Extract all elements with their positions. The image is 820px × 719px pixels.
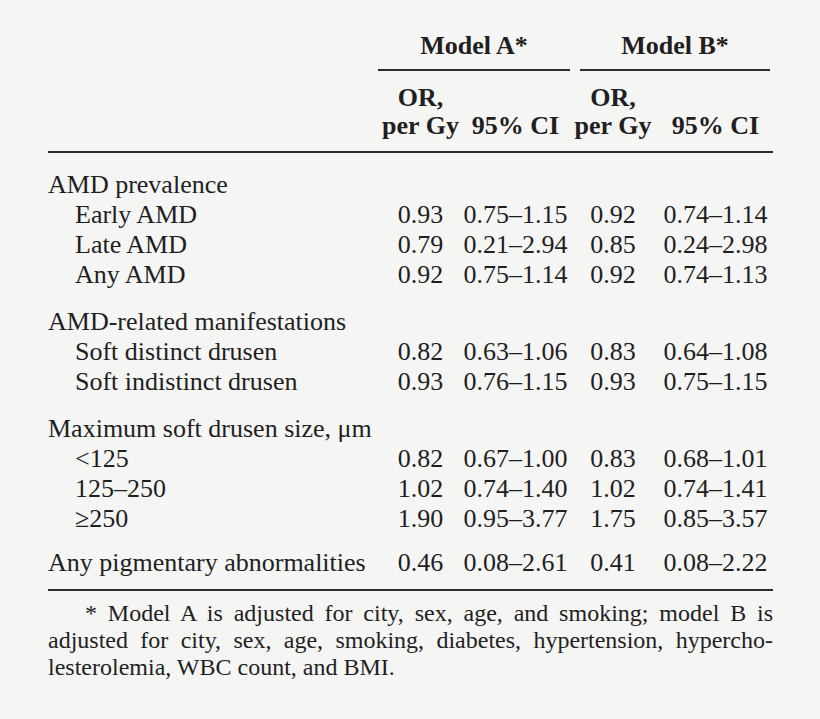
cell-model-b-or: 1.75 xyxy=(568,504,658,534)
column-header-ci-a: 95% CI xyxy=(463,112,568,140)
column-header-ci-b: 95% CI xyxy=(658,112,773,140)
cell-model-b-or: 0.83 xyxy=(568,444,658,474)
cell-model-b-ci: 0.74–1.14 xyxy=(658,200,773,230)
cell-model-b-ci: 0.74–1.13 xyxy=(658,260,773,290)
footnote-line: * Model A is adjusted for city, sex, age… xyxy=(48,600,773,627)
table-footnote: * Model A is adjusted for city, sex, age… xyxy=(48,600,773,681)
column-header-or-a-line2: per Gy xyxy=(378,112,463,140)
cell-model-a-or: 0.79 xyxy=(378,230,463,260)
column-header-or-b: OR, per Gy xyxy=(568,84,658,140)
cell-model-a-or: 0.93 xyxy=(378,367,463,397)
cell-model-b-or: 0.93 xyxy=(568,367,658,397)
column-header-or-a: OR, per Gy xyxy=(378,84,463,140)
cell-model-a-or: 0.82 xyxy=(378,337,463,367)
row-label: Early AMD xyxy=(48,200,378,230)
cell-model-b-or: 0.92 xyxy=(568,200,658,230)
cell-model-a-ci: 0.74–1.40 xyxy=(463,474,568,504)
cell-model-b-ci: 0.68–1.01 xyxy=(658,444,773,474)
section-title-amd-prevalence: AMD prevalence xyxy=(48,170,773,200)
group-header-spacer xyxy=(48,32,378,71)
row-label: Late AMD xyxy=(48,230,378,260)
row-label: Soft indistinct drusen xyxy=(48,367,378,397)
table-row: Soft indistinct drusen 0.93 0.76–1.15 0.… xyxy=(48,367,773,397)
section-title-amd-related-manifestations: AMD-related manifestations xyxy=(48,307,773,337)
cell-model-b-ci: 0.64–1.08 xyxy=(658,337,773,367)
column-header-row: OR, per Gy 95% CI OR, per Gy 95% CI xyxy=(48,71,773,153)
cell-model-a-or: 1.90 xyxy=(378,504,463,534)
cell-model-b-ci: 0.08–2.22 xyxy=(658,548,773,578)
cell-model-b-ci: 0.75–1.15 xyxy=(658,367,773,397)
cell-model-b-or: 0.41 xyxy=(568,548,658,578)
row-label: Soft distinct drusen xyxy=(48,337,378,367)
footnote-line: lesterolemia, WBC count, and BMI. xyxy=(48,654,773,681)
cell-model-b-or: 0.83 xyxy=(568,337,658,367)
cell-model-a-ci: 0.75–1.15 xyxy=(463,200,568,230)
column-header-or-b-line2: per Gy xyxy=(568,112,658,140)
cell-model-a-or: 0.93 xyxy=(378,200,463,230)
column-header-or-a-line1: OR, xyxy=(378,84,463,112)
row-label: ≥250 xyxy=(48,504,378,534)
table-row-any-pigmentary-abnormalities: Any pigmentary abnormalities 0.46 0.08–2… xyxy=(48,548,773,578)
table-row: Early AMD 0.93 0.75–1.15 0.92 0.74–1.14 xyxy=(48,200,773,230)
cell-model-a-or: 0.82 xyxy=(378,444,463,474)
cell-model-a-or: 0.46 xyxy=(378,548,463,578)
row-label: <125 xyxy=(48,444,378,474)
section-title-max-soft-drusen-size: Maximum soft drusen size, μm xyxy=(48,414,773,444)
group-header-model-b: Model B* xyxy=(580,32,770,71)
cell-model-a-ci: 0.75–1.14 xyxy=(463,260,568,290)
table-row: 125–250 1.02 0.74–1.40 1.02 0.74–1.41 xyxy=(48,474,773,504)
cell-model-a-ci: 0.67–1.00 xyxy=(463,444,568,474)
cell-model-a-ci: 0.21–2.94 xyxy=(463,230,568,260)
cell-model-b-ci: 0.74–1.41 xyxy=(658,474,773,504)
table-row: Soft distinct drusen 0.82 0.63–1.06 0.83… xyxy=(48,337,773,367)
group-header-row: Model A* Model B* xyxy=(48,32,773,71)
group-header-gap xyxy=(570,32,580,71)
table-row: <125 0.82 0.67–1.00 0.83 0.68–1.01 xyxy=(48,444,773,474)
cell-model-a-or: 0.92 xyxy=(378,260,463,290)
row-label: 125–250 xyxy=(48,474,378,504)
cell-model-b-or: 0.85 xyxy=(568,230,658,260)
cell-model-b-ci: 0.85–3.57 xyxy=(658,504,773,534)
cell-model-a-or: 1.02 xyxy=(378,474,463,504)
group-header-model-a: Model A* xyxy=(378,32,570,71)
column-header-or-b-line1: OR, xyxy=(568,84,658,112)
cell-model-a-ci: 0.95–3.77 xyxy=(463,504,568,534)
table-row: ≥250 1.90 0.95–3.77 1.75 0.85–3.57 xyxy=(48,504,773,534)
cell-model-a-ci: 0.76–1.15 xyxy=(463,367,568,397)
cell-model-b-or: 1.02 xyxy=(568,474,658,504)
row-label: Any pigmentary abnormalities xyxy=(48,548,378,578)
table-bottom-rule xyxy=(48,589,773,591)
cell-model-a-ci: 0.63–1.06 xyxy=(463,337,568,367)
table: Model A* Model B* OR, per Gy 95% CI OR, … xyxy=(48,32,773,681)
row-label: Any AMD xyxy=(48,260,378,290)
cell-model-b-ci: 0.24–2.98 xyxy=(658,230,773,260)
footnote-line: adjusted for city, sex, age, smoking, di… xyxy=(48,627,773,654)
cell-model-a-ci: 0.08–2.61 xyxy=(463,548,568,578)
cell-model-b-or: 0.92 xyxy=(568,260,658,290)
paper-table-page: Model A* Model B* OR, per Gy 95% CI OR, … xyxy=(0,0,820,719)
table-row: Any AMD 0.92 0.75–1.14 0.92 0.74–1.13 xyxy=(48,260,773,290)
table-row: Late AMD 0.79 0.21–2.94 0.85 0.24–2.98 xyxy=(48,230,773,260)
